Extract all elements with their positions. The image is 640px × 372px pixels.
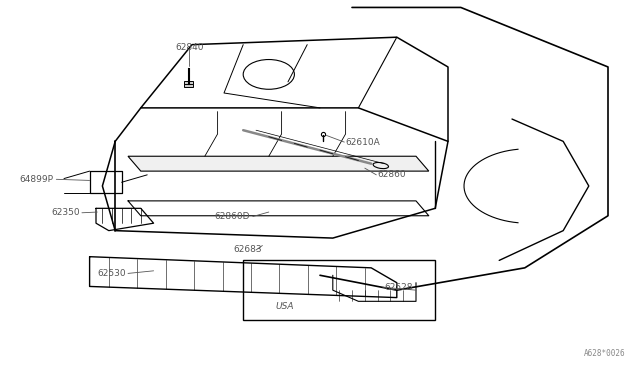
Text: 62840: 62840 [175, 43, 204, 52]
Text: USA: USA [276, 302, 294, 311]
FancyBboxPatch shape [243, 260, 435, 320]
Text: 62530: 62530 [97, 269, 126, 278]
Text: 62610A: 62610A [346, 138, 380, 147]
Text: 62860D: 62860D [214, 212, 250, 221]
Polygon shape [128, 156, 429, 171]
Text: A628*0026: A628*0026 [584, 349, 626, 358]
Text: 62528: 62528 [384, 283, 413, 292]
Text: 62860: 62860 [378, 170, 406, 179]
Text: 64899P: 64899P [19, 175, 53, 184]
Bar [184, 81, 193, 84]
Text: 62350: 62350 [51, 208, 80, 217]
Text: 62683: 62683 [234, 246, 262, 254]
Bar [184, 84, 193, 87]
